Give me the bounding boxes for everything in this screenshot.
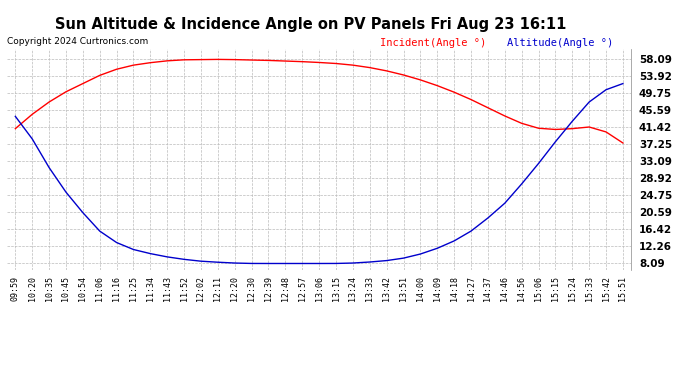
Text: Altitude(Angle °): Altitude(Angle °) (507, 38, 613, 48)
Text: Sun Altitude & Incidence Angle on PV Panels Fri Aug 23 16:11: Sun Altitude & Incidence Angle on PV Pan… (55, 17, 566, 32)
Text: Copyright 2024 Curtronics.com: Copyright 2024 Curtronics.com (7, 38, 148, 46)
Text: Incident(Angle °): Incident(Angle °) (380, 38, 486, 48)
